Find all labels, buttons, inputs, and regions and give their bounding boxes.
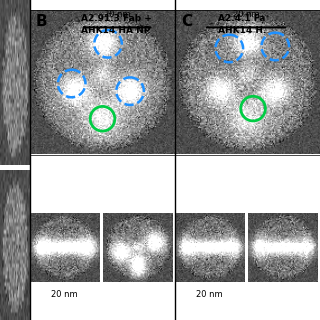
Text: 20 nm: 20 nm <box>233 10 260 19</box>
Text: C: C <box>181 14 192 29</box>
Text: A2.91.3 Fab +
AHK14 HA NP: A2.91.3 Fab + AHK14 HA NP <box>81 14 152 35</box>
Text: B: B <box>36 14 47 29</box>
Text: A2.4.1 Fa
AHK14 H.: A2.4.1 Fa AHK14 H. <box>219 14 267 35</box>
Text: 20 nm: 20 nm <box>104 10 130 19</box>
Text: 20 nm: 20 nm <box>52 290 78 299</box>
Text: 20 nm: 20 nm <box>196 290 223 299</box>
